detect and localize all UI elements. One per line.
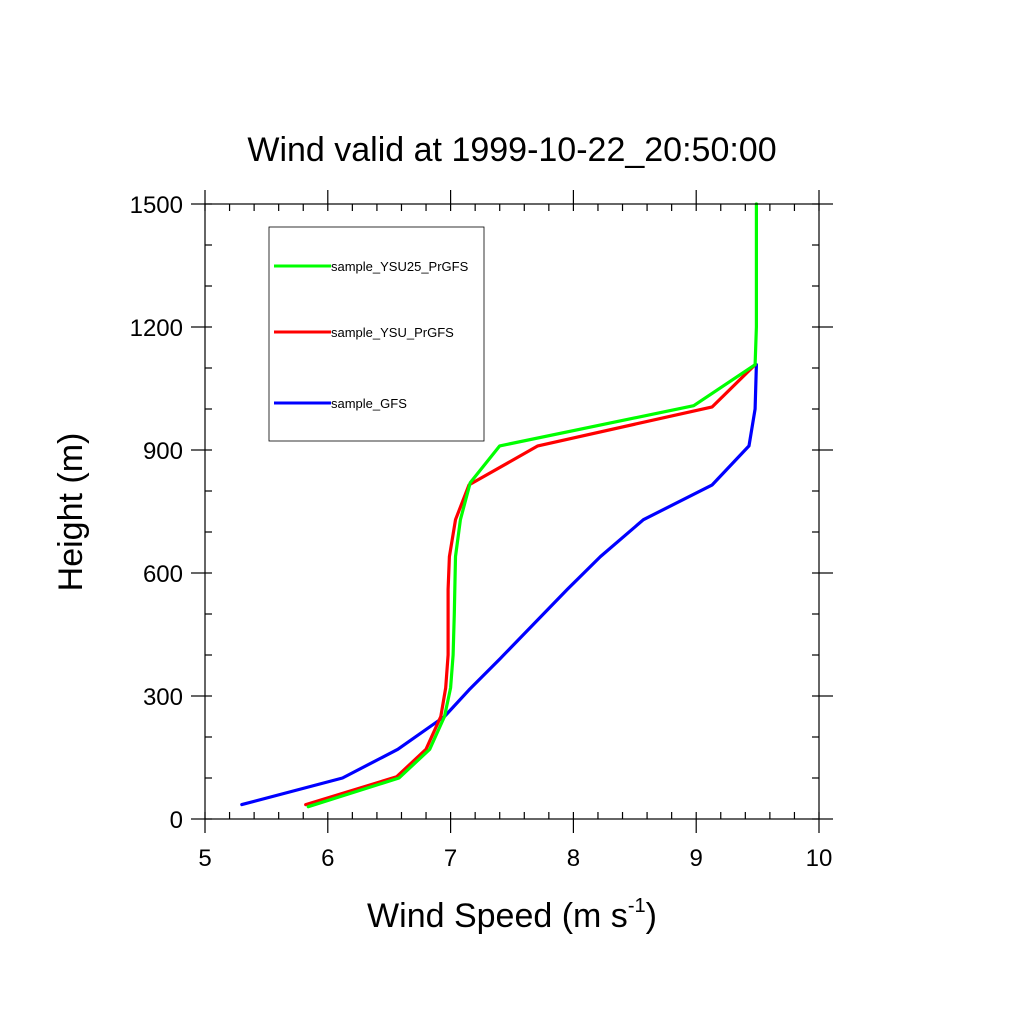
series-line-sample-gfs — [240, 363, 759, 807]
x-tick-label: 10 — [806, 845, 833, 872]
chart-title: Wind valid at 1999-10-22_20:50:00 — [247, 131, 776, 169]
x-axis-label: Wind Speed (m s-1) — [367, 895, 657, 935]
legend-label: sample_YSU_PrGFS — [331, 325, 454, 340]
legend-label: sample_YSU25_PrGFS — [331, 259, 469, 274]
x-tick-label: 6 — [321, 845, 334, 872]
y-tick-label: 600 — [143, 561, 183, 588]
y-axis-label: Height (m) — [52, 433, 90, 592]
x-tick-label: 9 — [690, 845, 703, 872]
y-tick-label: 1500 — [130, 192, 183, 219]
x-axis-label-main: Wind Speed (m s — [367, 897, 628, 935]
series-line-sample-ysu25-prgfs — [306, 202, 759, 809]
x-tick-label: 7 — [444, 845, 457, 872]
legend: sample_YSU25_PrGFS sample_YSU_PrGFSsample… — [268, 226, 485, 442]
y-tick-label: 900 — [143, 438, 183, 465]
legend-label: sample_GFS — [331, 396, 407, 411]
y-tick-label: 1200 — [130, 315, 183, 342]
series-line-sample-ysu-prgfs — [304, 363, 757, 807]
x-tick-label: 5 — [198, 845, 211, 872]
axis-tick-labels: 5 6 7 8 9 10 0 300 600 900 1200 1500 — [130, 192, 833, 872]
plot-frame — [204, 203, 820, 820]
axis-ticks — [191, 190, 833, 833]
y-tick-label: 0 — [170, 807, 183, 834]
legend-box — [268, 226, 485, 442]
x-axis-label-end: ) — [646, 897, 657, 935]
x-tick-label: 8 — [567, 845, 580, 872]
y-tick-label: 300 — [143, 684, 183, 711]
series-lines — [240, 202, 759, 809]
x-axis-label-sup: -1 — [628, 895, 646, 917]
